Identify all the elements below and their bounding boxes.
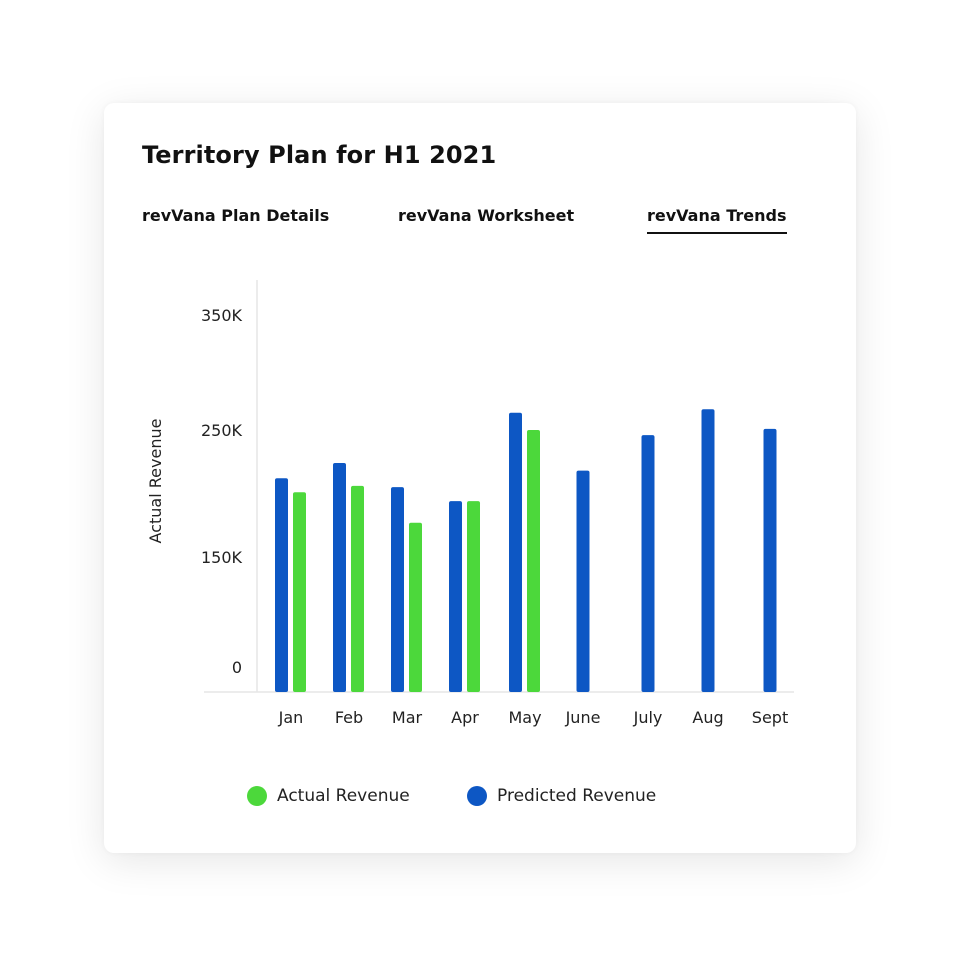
y-tick-labels: 0 150K 250K 350K xyxy=(201,306,243,677)
legend-predicted[interactable]: Predicted Revenue xyxy=(467,786,656,806)
x-tick-label: July xyxy=(633,708,663,727)
x-tick-labels: Jan Feb Mar Apr May June July Aug Sept xyxy=(278,708,789,727)
bar-predicted-may xyxy=(509,412,522,692)
y-tick-label: 250K xyxy=(201,421,243,440)
bar-actual-feb xyxy=(351,485,364,692)
bar-predicted-aug xyxy=(701,409,715,692)
tab-trends[interactable]: revVana Trends xyxy=(647,206,787,234)
bar-actual-jan xyxy=(293,492,306,692)
x-tick-label: Feb xyxy=(335,708,363,727)
bar-actual-mar xyxy=(409,522,422,692)
legend-predicted-label: Predicted Revenue xyxy=(497,786,657,806)
bar-predicted-jan xyxy=(275,478,288,692)
x-tick-label: Mar xyxy=(392,708,423,727)
bar-predicted-july xyxy=(641,435,655,692)
chart-card: Territory Plan for H1 2021 revVana Plan … xyxy=(104,103,856,853)
legend-actual-label: Actual Revenue xyxy=(277,786,410,806)
y-tick-label: 350K xyxy=(201,306,243,325)
y-tick-label: 0 xyxy=(232,658,242,677)
legend-actual-swatch xyxy=(247,786,267,806)
x-tick-label: June xyxy=(565,708,601,727)
x-tick-label: Sept xyxy=(752,708,788,727)
y-axis-title: Actual Revenue xyxy=(146,419,165,544)
x-tick-label: Jan xyxy=(278,708,304,727)
revenue-bar-chart: Actual Revenue 0 150K 250K 350K Jan Feb Mar Ap… xyxy=(146,280,794,727)
y-tick-label: 150K xyxy=(201,548,243,567)
x-tick-label: May xyxy=(508,708,541,727)
bars-group xyxy=(275,409,777,692)
tab-worksheet[interactable]: revVana Worksheet xyxy=(398,206,575,225)
bar-predicted-sept xyxy=(763,428,777,692)
bar-actual-apr xyxy=(467,501,480,692)
bar-actual-may xyxy=(527,430,540,692)
x-tick-label: Aug xyxy=(692,708,723,727)
page-title: Territory Plan for H1 2021 xyxy=(142,141,497,169)
bar-predicted-june xyxy=(576,470,590,692)
x-tick-label: Apr xyxy=(451,708,479,727)
bar-predicted-mar xyxy=(391,487,404,692)
legend-actual[interactable]: Actual Revenue xyxy=(247,786,410,806)
tab-plan-details[interactable]: revVana Plan Details xyxy=(142,206,330,225)
legend-predicted-swatch xyxy=(467,786,487,806)
bar-predicted-feb xyxy=(333,463,346,692)
bar-predicted-apr xyxy=(449,501,462,692)
